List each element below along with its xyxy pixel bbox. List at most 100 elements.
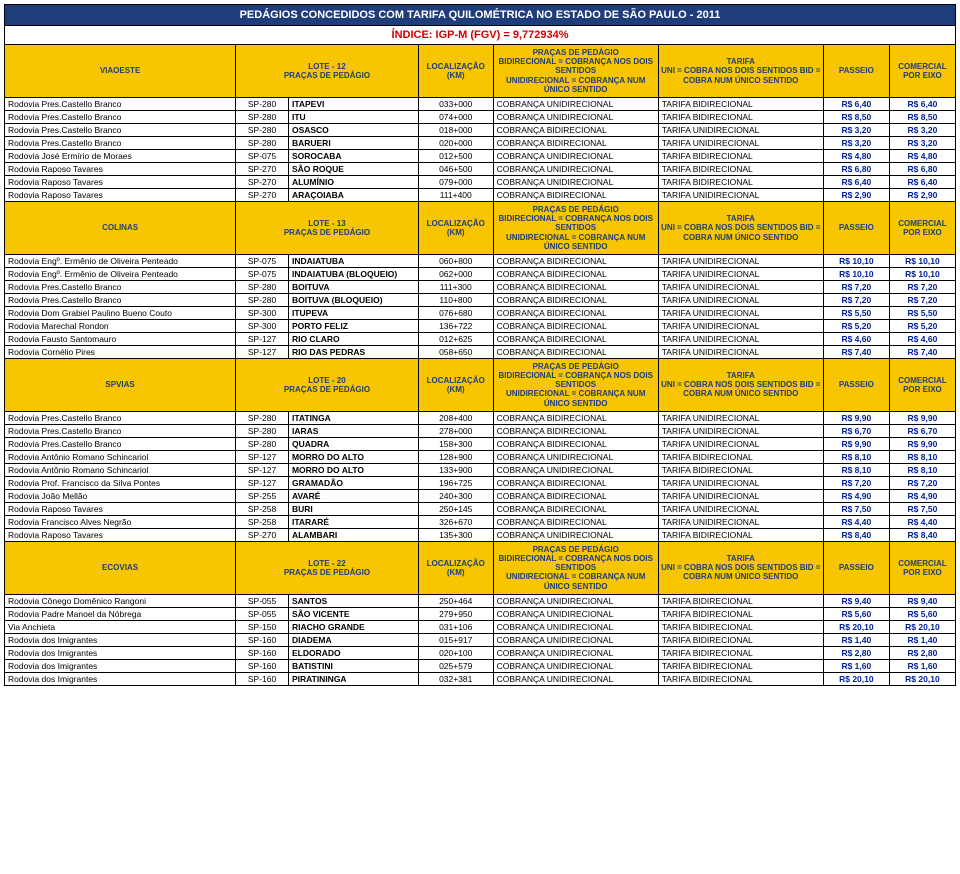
rodovia-cell: Rodovia Antônio Romano Schincariol [5,463,236,476]
tarifa-cell: TARIFA BIDIRECIONAL [658,149,823,162]
comercial-cell: R$ 9,40 [889,594,955,607]
km-cell: 060+800 [418,254,493,267]
sp-cell: SP-075 [236,267,289,280]
sp-cell: SP-160 [236,646,289,659]
praca-cell: GRAMADÃO [288,476,418,489]
comercial-cell: R$ 5,20 [889,319,955,332]
lote-header: LOTE - 13PRAÇAS DE PEDÁGIO [236,201,419,254]
km-cell: 025+579 [418,659,493,672]
table-row: Rodovia Francisco Alves NegrãoSP-258ITAR… [5,515,956,528]
km-cell: 111+400 [418,188,493,201]
tarifa-cell: TARIFA BIDIRECIONAL [658,110,823,123]
concess-name: COLINAS [5,201,236,254]
cobranca-cell: COBRANÇA UNIDIRECIONAL [493,162,658,175]
cobranca-cell: COBRANÇA UNIDIRECIONAL [493,659,658,672]
sp-cell: SP-280 [236,424,289,437]
rodovia-cell: Rodovia João Mellão [5,489,236,502]
km-cell: 074+000 [418,110,493,123]
km-cell: 079+000 [418,175,493,188]
km-cell: 032+381 [418,672,493,685]
praca-cell: SANTOS [288,594,418,607]
passeio-cell: R$ 7,20 [823,476,889,489]
passeio-cell: R$ 10,10 [823,267,889,280]
table-row: Rodovia João MellãoSP-255AVARÉ240+300COB… [5,489,956,502]
praca-cell: ALUMÍNIO [288,175,418,188]
praca-cell: RIO CLARO [288,332,418,345]
passeio-cell: R$ 20,10 [823,620,889,633]
passeio-cell: R$ 6,40 [823,175,889,188]
pracas-header: PRAÇAS DE PEDÁGIOBIDIRECIONAL = COBRANÇA… [493,358,658,411]
cobranca-cell: COBRANÇA UNIDIRECIONAL [493,450,658,463]
table-row: Rodovia Pres.Castello BrancoSP-280BARUER… [5,136,956,149]
rodovia-cell: Rodovia Raposo Tavares [5,502,236,515]
sp-cell: SP-280 [236,136,289,149]
praca-cell: SOROCABA [288,149,418,162]
km-cell: 208+400 [418,411,493,424]
sp-cell: SP-258 [236,515,289,528]
tarifa-cell: TARIFA BIDIRECIONAL [658,175,823,188]
tarifa-cell: TARIFA BIDIRECIONAL [658,672,823,685]
rodovia-cell: Rodovia Prof. Francisco da Silva Pontes [5,476,236,489]
tarifa-cell: TARIFA UNIDIRECIONAL [658,345,823,358]
km-cell: 111+300 [418,280,493,293]
km-cell: 136+722 [418,319,493,332]
sp-cell: SP-055 [236,607,289,620]
praca-cell: ALAMBARI [288,528,418,541]
table-row: Rodovia Marechal RondonSP-300PORTO FELIZ… [5,319,956,332]
sp-cell: SP-127 [236,463,289,476]
cobranca-cell: COBRANÇA UNIDIRECIONAL [493,607,658,620]
table-row: Rodovia Pres.Castello BrancoSP-280BOITUV… [5,293,956,306]
table-row: Rodovia Raposo TavaresSP-258BURI250+145C… [5,502,956,515]
passeio-cell: R$ 8,10 [823,463,889,476]
comercial-cell: R$ 8,10 [889,463,955,476]
passeio-cell: R$ 8,50 [823,110,889,123]
sp-cell: SP-270 [236,175,289,188]
km-cell: 015+917 [418,633,493,646]
table-row: Rodovia dos ImigrantesSP-160ELDORADO020+… [5,646,956,659]
passeio-cell: R$ 1,60 [823,659,889,672]
passeio-cell: R$ 9,90 [823,411,889,424]
comercial-cell: R$ 4,40 [889,515,955,528]
passeio-cell: R$ 2,90 [823,188,889,201]
praca-cell: ARAÇOIABA [288,188,418,201]
km-cell: 326+670 [418,515,493,528]
tarifa-cell: TARIFA UNIDIRECIONAL [658,136,823,149]
km-cell: 012+625 [418,332,493,345]
km-cell: 196+725 [418,476,493,489]
tarifa-header: TARIFAUNI = COBRA NOS DOIS SENTIDOS BID … [658,358,823,411]
cobranca-cell: COBRANÇA UNIDIRECIONAL [493,149,658,162]
comercial-cell: R$ 9,90 [889,437,955,450]
sp-cell: SP-280 [236,411,289,424]
comercial-cell: R$ 7,50 [889,502,955,515]
comercial-header: COMERCIALPOR EIXO [889,358,955,411]
table-row: Rodovia Raposo TavaresSP-270SÃO ROQUE046… [5,162,956,175]
sp-cell: SP-255 [236,489,289,502]
praca-cell: BOITUVA [288,280,418,293]
comercial-cell: R$ 6,40 [889,175,955,188]
passeio-cell: R$ 4,60 [823,332,889,345]
passeio-cell: R$ 4,90 [823,489,889,502]
concess-name: VIAOESTE [5,45,236,98]
comercial-cell: R$ 9,90 [889,411,955,424]
table-row: Rodovia Pres.Castello BrancoSP-280ITAPEV… [5,97,956,110]
rodovia-cell: Rodovia Francisco Alves Negrão [5,515,236,528]
cobranca-cell: COBRANÇA BIDIRECIONAL [493,424,658,437]
pracas-header: PRAÇAS DE PEDÁGIOBIDIRECIONAL = COBRANÇA… [493,201,658,254]
rodovia-cell: Rodovia Raposo Tavares [5,162,236,175]
comercial-cell: R$ 10,10 [889,267,955,280]
comercial-cell: R$ 6,40 [889,97,955,110]
praca-cell: INDAIATUBA (BLOQUEIO) [288,267,418,280]
rodovia-cell: Rodovia Pres.Castello Branco [5,280,236,293]
tarifa-cell: TARIFA BIDIRECIONAL [658,607,823,620]
rodovia-cell: Rodovia Marechal Rondon [5,319,236,332]
table-row: Rodovia Engº. Ermênio de Oliveira Pentea… [5,267,956,280]
rodovia-cell: Rodovia Dom Grabiel Paulino Bueno Couto [5,306,236,319]
rodovia-cell: Rodovia dos Imigrantes [5,659,236,672]
loc-header: LOCALIZAÇÃO(KM) [418,358,493,411]
passeio-cell: R$ 8,40 [823,528,889,541]
cobranca-cell: COBRANÇA BIDIRECIONAL [493,293,658,306]
sp-cell: SP-280 [236,280,289,293]
praca-cell: DIADEMA [288,633,418,646]
comercial-cell: R$ 1,60 [889,659,955,672]
tarifa-cell: TARIFA BIDIRECIONAL [658,620,823,633]
